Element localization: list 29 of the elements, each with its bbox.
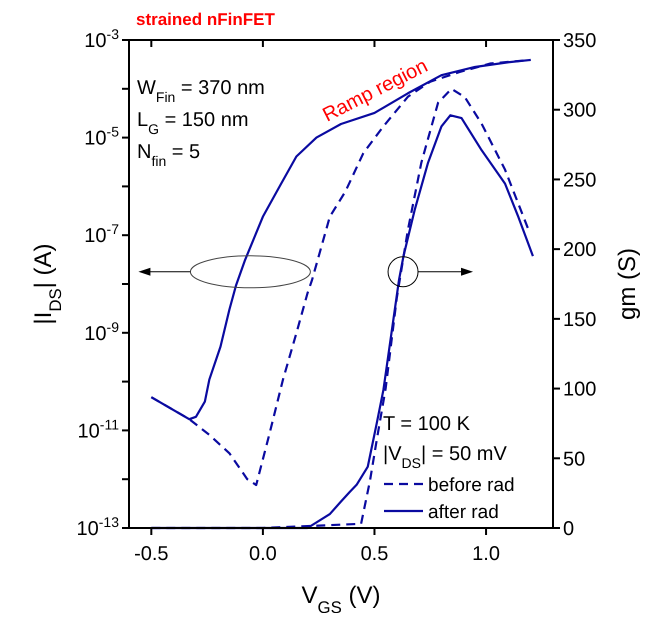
annotation: Ramp region — [319, 54, 432, 126]
y2-tick-label: 350 — [563, 30, 596, 52]
x-axis-title: V$_{GS}$ (V) — [302, 582, 380, 616]
annotation: L$_{G}$ = 150 nm — [137, 109, 249, 137]
x-tick-label: -0.5 — [134, 543, 169, 565]
annotation: T = 100 K — [383, 413, 471, 435]
y2-tick-label: 150 — [563, 308, 596, 331]
y-tick-label: 10$^{-5}$ — [84, 124, 120, 150]
annotation: N$_{fin}$ = 5 — [137, 141, 200, 169]
y2-tick-label: 250 — [563, 169, 596, 192]
x-tick-label: 1.0 — [472, 543, 500, 565]
y-tick-label: 10$^{-3}$ — [84, 26, 120, 52]
annotation: |V$_{DS}$| = 50 mV — [383, 443, 508, 471]
y-tick-label: 10$^{-7}$ — [84, 221, 120, 248]
y-tick-label: 10$^{-13}$ — [76, 514, 120, 540]
y2-axis-title: gm (S) — [614, 248, 641, 320]
y-tick-label: 10$^{-11}$ — [78, 416, 120, 442]
x-tick-label: 0.0 — [248, 543, 277, 565]
chart-title: strained nFinFET — [136, 10, 276, 29]
y2-tick-label: 100 — [563, 378, 596, 401]
y2-tick-label: 300 — [563, 100, 596, 122]
legend-label: after rad — [428, 502, 499, 523]
y2-tick-label: 0 — [563, 518, 574, 540]
x-tick-label: 0.5 — [360, 543, 388, 565]
legend-label: before rad — [428, 475, 515, 496]
y2-tick-label: 50 — [563, 448, 586, 470]
annotation: W$_{Fin}$ = 370 nm — [137, 77, 265, 105]
y2-tick-label: 200 — [563, 239, 596, 262]
y-tick-label: 10$^{-9}$ — [84, 318, 120, 345]
